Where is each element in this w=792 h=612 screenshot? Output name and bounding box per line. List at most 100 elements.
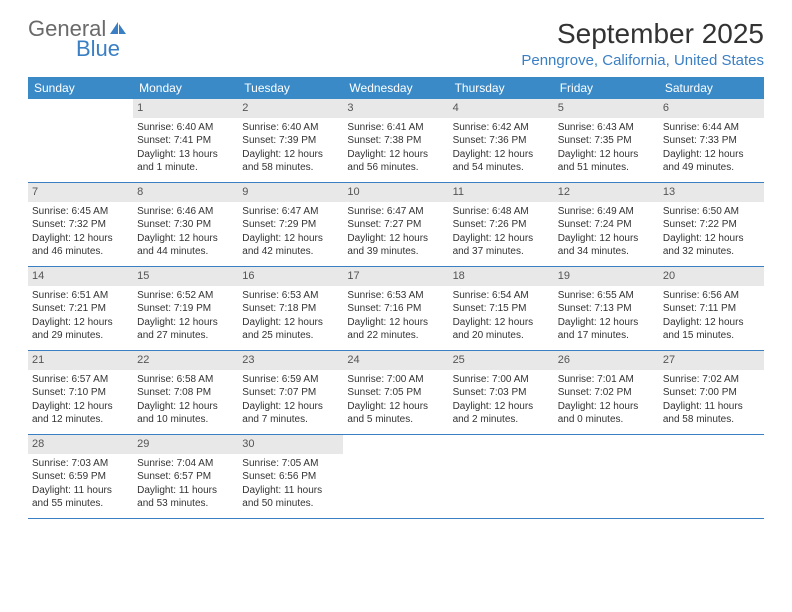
sunrise-line: Sunrise: 6:57 AM [32, 373, 129, 387]
calendar-day-cell: 8Sunrise: 6:46 AMSunset: 7:30 PMDaylight… [133, 183, 238, 266]
sunrise-line: Sunrise: 6:40 AM [137, 121, 234, 135]
day-number: 19 [554, 267, 659, 286]
sunset-line: Sunset: 7:39 PM [242, 134, 339, 148]
header: General Blue September 2025 Penngrove, C… [28, 18, 764, 69]
daylight-line: Daylight: 12 hours and 44 minutes. [137, 232, 234, 259]
sunset-line: Sunset: 7:08 PM [137, 386, 234, 400]
calendar-day-cell: 6Sunrise: 6:44 AMSunset: 7:33 PMDaylight… [659, 99, 764, 182]
day-info: Sunrise: 6:59 AMSunset: 7:07 PMDaylight:… [242, 373, 339, 427]
day-number: 30 [238, 435, 343, 454]
sunset-line: Sunset: 7:41 PM [137, 134, 234, 148]
calendar-day-cell: 28Sunrise: 7:03 AMSunset: 6:59 PMDayligh… [28, 435, 133, 518]
day-number: 26 [554, 351, 659, 370]
day-info: Sunrise: 6:40 AMSunset: 7:41 PMDaylight:… [137, 121, 234, 175]
day-number: 5 [554, 99, 659, 118]
daylight-line: Daylight: 11 hours and 55 minutes. [32, 484, 129, 511]
sail-icon [108, 20, 128, 36]
sunrise-line: Sunrise: 6:49 AM [558, 205, 655, 219]
weekday-header-cell: Saturday [659, 77, 764, 99]
month-title: September 2025 [521, 18, 764, 50]
daylight-line: Daylight: 12 hours and 15 minutes. [663, 316, 760, 343]
calendar-day-cell: 30Sunrise: 7:05 AMSunset: 6:56 PMDayligh… [238, 435, 343, 518]
calendar-week-row: 7 Sunrise: 6:45 AMSunset: 7:32 PMDaylight… [28, 183, 764, 267]
daylight-line: Daylight: 13 hours and 1 minute. [137, 148, 234, 175]
day-info: Sunrise: 6:58 AMSunset: 7:08 PMDaylight:… [137, 373, 234, 427]
sunrise-line: Sunrise: 6:59 AM [242, 373, 339, 387]
calendar-body: 1Sunrise: 6:40 AMSunset: 7:41 PMDaylight… [28, 99, 764, 519]
sunrise-line: Sunrise: 6:40 AM [242, 121, 339, 135]
sunrise-line: Sunrise: 6:47 AM [242, 205, 339, 219]
logo-text-blue: Blue [76, 38, 128, 60]
daylight-line: Daylight: 12 hours and 32 minutes. [663, 232, 760, 259]
daylight-line: Daylight: 12 hours and 22 minutes. [347, 316, 444, 343]
day-number: 29 [133, 435, 238, 454]
calendar-day-cell: 24 Sunrise: 7:00 AMSunset: 7:05 PMDayligh… [343, 351, 448, 434]
day-info: Sunrise: 6:45 AMSunset: 7:32 PMDaylight:… [32, 205, 129, 259]
calendar-day-cell: 21Sunrise: 6:57 AMSunset: 7:10 PMDayligh… [28, 351, 133, 434]
calendar-day-cell: 13Sunrise: 6:50 AMSunset: 7:22 PMDayligh… [659, 183, 764, 266]
sunset-line: Sunset: 7:02 PM [558, 386, 655, 400]
sunset-line: Sunset: 7:11 PM [663, 302, 760, 316]
day-number: 7 [28, 183, 133, 202]
calendar-day-cell [343, 435, 448, 518]
day-number: 13 [659, 183, 764, 202]
calendar-day-cell [28, 99, 133, 182]
daylight-line: Daylight: 12 hours and 29 minutes. [32, 316, 129, 343]
sunrise-line: Sunrise: 7:05 AM [242, 457, 339, 471]
sunset-line: Sunset: 7:19 PM [137, 302, 234, 316]
calendar-day-cell: 4Sunrise: 6:42 AMSunset: 7:36 PMDaylight… [449, 99, 554, 182]
day-info: Sunrise: 6:49 AMSunset: 7:24 PMDaylight:… [558, 205, 655, 259]
sunset-line: Sunset: 7:00 PM [663, 386, 760, 400]
daylight-line: Daylight: 12 hours and 39 minutes. [347, 232, 444, 259]
sunset-line: Sunset: 7:36 PM [453, 134, 550, 148]
day-number: 23 [238, 351, 343, 370]
sunset-line: Sunset: 7:24 PM [558, 218, 655, 232]
day-info: Sunrise: 7:04 AMSunset: 6:57 PMDaylight:… [137, 457, 234, 511]
calendar-day-cell: 20 Sunrise: 6:56 AMSunset: 7:11 PMDayligh… [659, 267, 764, 350]
day-info: Sunrise: 6:47 AMSunset: 7:27 PMDaylight:… [347, 205, 444, 259]
daylight-line: Daylight: 12 hours and 17 minutes. [558, 316, 655, 343]
weekday-header-cell: Monday [133, 77, 238, 99]
day-info: Sunrise: 6:48 AMSunset: 7:26 PMDaylight:… [453, 205, 550, 259]
day-number: 28 [28, 435, 133, 454]
day-number: 18 [449, 267, 554, 286]
sunset-line: Sunset: 7:10 PM [32, 386, 129, 400]
calendar-day-cell: 14Sunrise: 6:51 AMSunset: 7:21 PMDayligh… [28, 267, 133, 350]
calendar-day-cell: 1 Sunrise: 6:40 AMSunset: 7:41 PMDaylight… [133, 99, 238, 182]
calendar-day-cell: 19Sunrise: 6:55 AMSunset: 7:13 PMDayligh… [554, 267, 659, 350]
sunrise-line: Sunrise: 6:58 AM [137, 373, 234, 387]
calendar-day-cell: 10Sunrise: 6:47 AMSunset: 7:27 PMDayligh… [343, 183, 448, 266]
sunset-line: Sunset: 6:57 PM [137, 470, 234, 484]
day-number: 17 [343, 267, 448, 286]
sunset-line: Sunset: 7:29 PM [242, 218, 339, 232]
sunset-line: Sunset: 7:21 PM [32, 302, 129, 316]
sunset-line: Sunset: 6:59 PM [32, 470, 129, 484]
daylight-line: Daylight: 11 hours and 53 minutes. [137, 484, 234, 511]
weekday-header-cell: Thursday [449, 77, 554, 99]
sunrise-line: Sunrise: 7:00 AM [347, 373, 444, 387]
sunrise-line: Sunrise: 6:52 AM [137, 289, 234, 303]
calendar-day-cell: 2Sunrise: 6:40 AMSunset: 7:39 PMDaylight… [238, 99, 343, 182]
sunrise-line: Sunrise: 7:01 AM [558, 373, 655, 387]
day-number: 8 [133, 183, 238, 202]
day-info: Sunrise: 7:00 AMSunset: 7:05 PMDaylight:… [347, 373, 444, 427]
sunrise-line: Sunrise: 6:56 AM [663, 289, 760, 303]
day-number: 20 [659, 267, 764, 286]
day-info: Sunrise: 6:56 AMSunset: 7:11 PMDaylight:… [663, 289, 760, 343]
day-number: 15 [133, 267, 238, 286]
sunrise-line: Sunrise: 6:45 AM [32, 205, 129, 219]
day-number: 1 [133, 99, 238, 118]
calendar-day-cell: 27Sunrise: 7:02 AMSunset: 7:00 PMDayligh… [659, 351, 764, 434]
day-number: 24 [343, 351, 448, 370]
calendar-week-row: 21Sunrise: 6:57 AMSunset: 7:10 PMDayligh… [28, 351, 764, 435]
calendar-day-cell: 9Sunrise: 6:47 AMSunset: 7:29 PMDaylight… [238, 183, 343, 266]
daylight-line: Daylight: 12 hours and 51 minutes. [558, 148, 655, 175]
sunset-line: Sunset: 7:18 PM [242, 302, 339, 316]
daylight-line: Daylight: 12 hours and 49 minutes. [663, 148, 760, 175]
weekday-header-cell: Wednesday [343, 77, 448, 99]
sunset-line: Sunset: 7:27 PM [347, 218, 444, 232]
logo: General Blue [28, 18, 128, 60]
day-info: Sunrise: 6:43 AMSunset: 7:35 PMDaylight:… [558, 121, 655, 175]
calendar-day-cell: 16Sunrise: 6:53 AMSunset: 7:18 PMDayligh… [238, 267, 343, 350]
sunset-line: Sunset: 7:33 PM [663, 134, 760, 148]
